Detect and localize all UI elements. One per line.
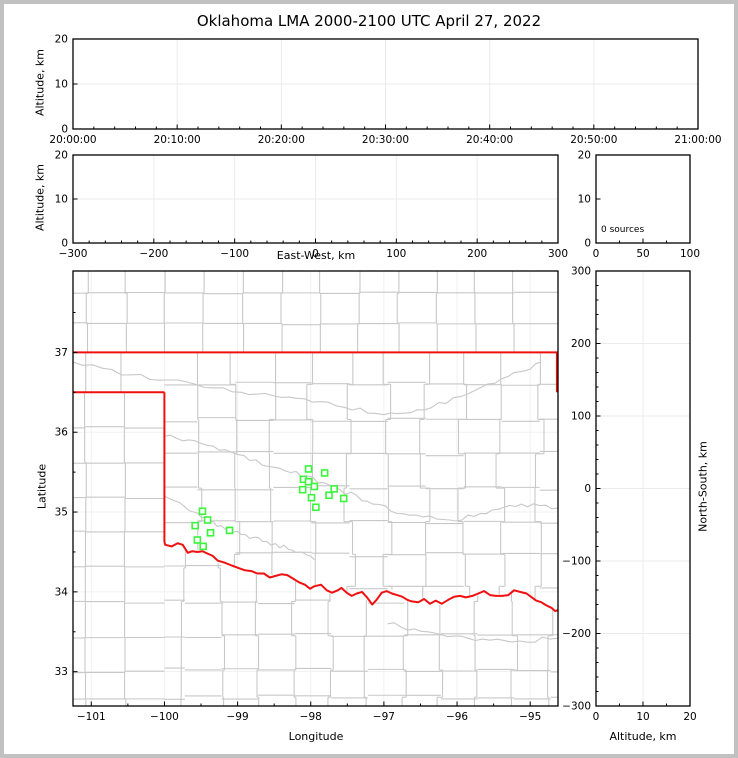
svg-text:10: 10 (578, 194, 591, 206)
svg-text:20:50:00: 20:50:00 (570, 134, 617, 146)
ew-height-panel: −300 −200 −100 0 100 200 300 0 10 20 (55, 150, 568, 261)
time-panel-ylabel: Altitude, km (33, 48, 47, 117)
svg-text:300: 300 (548, 248, 568, 260)
map-content (73, 271, 558, 706)
svg-text:20: 20 (683, 711, 696, 723)
svg-text:36: 36 (55, 427, 69, 439)
svg-text:20:40:00: 20:40:00 (466, 134, 513, 146)
ns-height-panel: 0 10 20 300 200 100 0 −100 −200 −300 (562, 266, 697, 724)
svg-text:10: 10 (636, 711, 649, 723)
svg-text:0: 0 (61, 124, 68, 136)
svg-text:0: 0 (584, 483, 591, 495)
ew-panel-ylabel: Altitude, km (33, 163, 47, 232)
time-height-panel: 20:00:00 20:10:00 20:20:00 20:30:00 20:40:00… (49, 34, 721, 147)
map-panel: −101 −100 −99 −98 −97 −96 −95 33 34 35 36 37 (55, 270, 559, 723)
svg-text:21:00:00: 21:00:00 (674, 134, 721, 146)
svg-text:−100: −100 (150, 711, 179, 723)
svg-text:0: 0 (593, 711, 600, 723)
ew-panel-xlabel: East-West, km (276, 249, 356, 262)
svg-text:20:00:00: 20:00:00 (49, 134, 96, 146)
svg-text:200: 200 (467, 248, 487, 260)
figure-title: Oklahoma LMA 2000-2100 UTC April 27, 202… (196, 12, 542, 30)
svg-text:−95: −95 (519, 711, 541, 723)
svg-text:−97: −97 (373, 711, 395, 723)
map-lma-stations (191, 465, 348, 551)
svg-text:−300: −300 (59, 248, 88, 260)
altitude-histogram-panel: 0 50 100 0 10 20 (578, 150, 700, 261)
svg-text:35: 35 (55, 507, 68, 519)
svg-text:−200: −200 (562, 628, 591, 640)
svg-text:0: 0 (61, 238, 68, 250)
svg-text:−100: −100 (562, 556, 591, 568)
svg-text:0: 0 (584, 238, 591, 250)
svg-text:33: 33 (55, 666, 68, 678)
svg-text:20:10:00: 20:10:00 (154, 134, 201, 146)
map-xlabel: Longitude (288, 730, 344, 743)
svg-text:100: 100 (680, 248, 700, 260)
source-count-annotation: 0 sources (601, 225, 645, 235)
ns-panel-ylabel: North-South, km (696, 441, 710, 532)
svg-text:−98: −98 (300, 711, 322, 723)
svg-text:20:30:00: 20:30:00 (362, 134, 409, 146)
svg-text:20:20:00: 20:20:00 (258, 134, 305, 146)
svg-text:0: 0 (312, 248, 319, 260)
svg-text:50: 50 (636, 248, 649, 260)
svg-text:−200: −200 (139, 248, 168, 260)
ns-panel-xlabel: Altitude, km (609, 730, 677, 743)
svg-text:−300: −300 (562, 701, 591, 713)
map-county-borders (73, 271, 558, 706)
svg-text:−100: −100 (220, 248, 249, 260)
svg-text:20: 20 (578, 150, 591, 162)
svg-text:300: 300 (571, 266, 591, 278)
svg-text:−96: −96 (446, 711, 468, 723)
svg-text:20: 20 (55, 150, 68, 162)
svg-text:10: 10 (55, 79, 68, 91)
svg-text:20: 20 (55, 34, 68, 46)
svg-text:37: 37 (55, 347, 68, 359)
svg-text:−99: −99 (227, 711, 249, 723)
svg-text:200: 200 (571, 338, 591, 350)
svg-text:−101: −101 (77, 711, 106, 723)
svg-text:100: 100 (571, 411, 591, 423)
map-rivers (73, 361, 558, 643)
svg-text:10: 10 (55, 194, 68, 206)
map-ylabel: Latitude (35, 463, 49, 510)
svg-text:0: 0 (593, 248, 600, 260)
svg-text:34: 34 (55, 586, 69, 598)
svg-text:100: 100 (386, 248, 406, 260)
map-state-border (73, 351, 558, 612)
